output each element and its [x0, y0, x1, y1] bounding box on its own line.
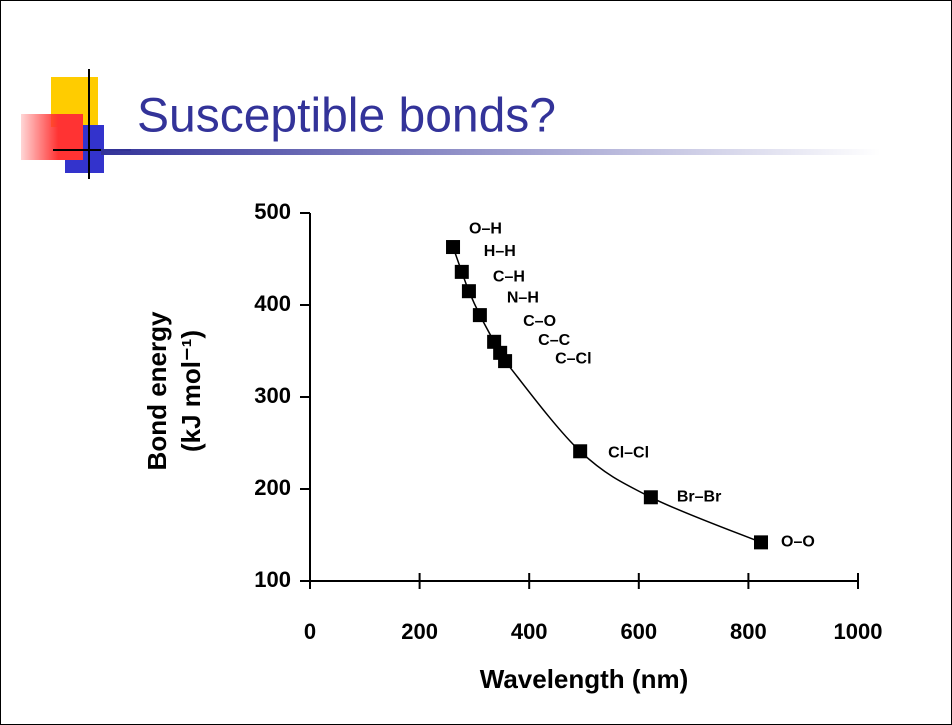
- slide-title: Susceptible bonds?: [137, 90, 556, 143]
- y-tick-label: 200: [254, 475, 291, 500]
- y-tick-label: 300: [254, 383, 291, 408]
- point-label: C–H: [493, 268, 525, 285]
- x-tick-label: 600: [620, 619, 657, 644]
- plot: 0 200 400 600 800 1000 100 200 300 400 500 Waveleng…: [142, 199, 883, 694]
- point-label: C–C: [538, 332, 570, 349]
- x-tick-label: 800: [730, 619, 767, 644]
- point: [643, 490, 658, 505]
- x-tick-label: 400: [511, 619, 548, 644]
- point: [487, 334, 502, 349]
- point: [446, 240, 461, 255]
- point-label: O–H: [469, 220, 502, 237]
- point: [461, 284, 476, 299]
- point: [573, 444, 588, 459]
- point-label: O–O: [781, 534, 815, 551]
- point: [498, 354, 513, 369]
- x-tick-label: 1000: [834, 619, 883, 644]
- point-label: N–H: [507, 289, 539, 306]
- point-label: Br–Br: [677, 488, 721, 505]
- y-axis-label: Bond energy: [142, 311, 172, 470]
- x-tick-label: 0: [304, 619, 316, 644]
- y-axis-label: (kJ mol⁻¹): [176, 330, 206, 452]
- point: [472, 308, 487, 323]
- deco: [21, 114, 83, 160]
- point: [454, 264, 469, 279]
- point-label: Cl–Cl: [608, 444, 649, 461]
- y-tick-label: 400: [254, 291, 291, 316]
- point-label: C–Cl: [555, 350, 591, 367]
- y-tick-label: 500: [254, 199, 291, 224]
- x-axis-label: Wavelength (nm): [480, 664, 688, 694]
- title-underline: [101, 149, 881, 155]
- point-label: H–H: [484, 243, 516, 260]
- point: [754, 535, 769, 550]
- point-label: C–O: [523, 313, 556, 330]
- x-tick-label: 200: [401, 619, 438, 644]
- y-tick-label: 100: [254, 567, 291, 592]
